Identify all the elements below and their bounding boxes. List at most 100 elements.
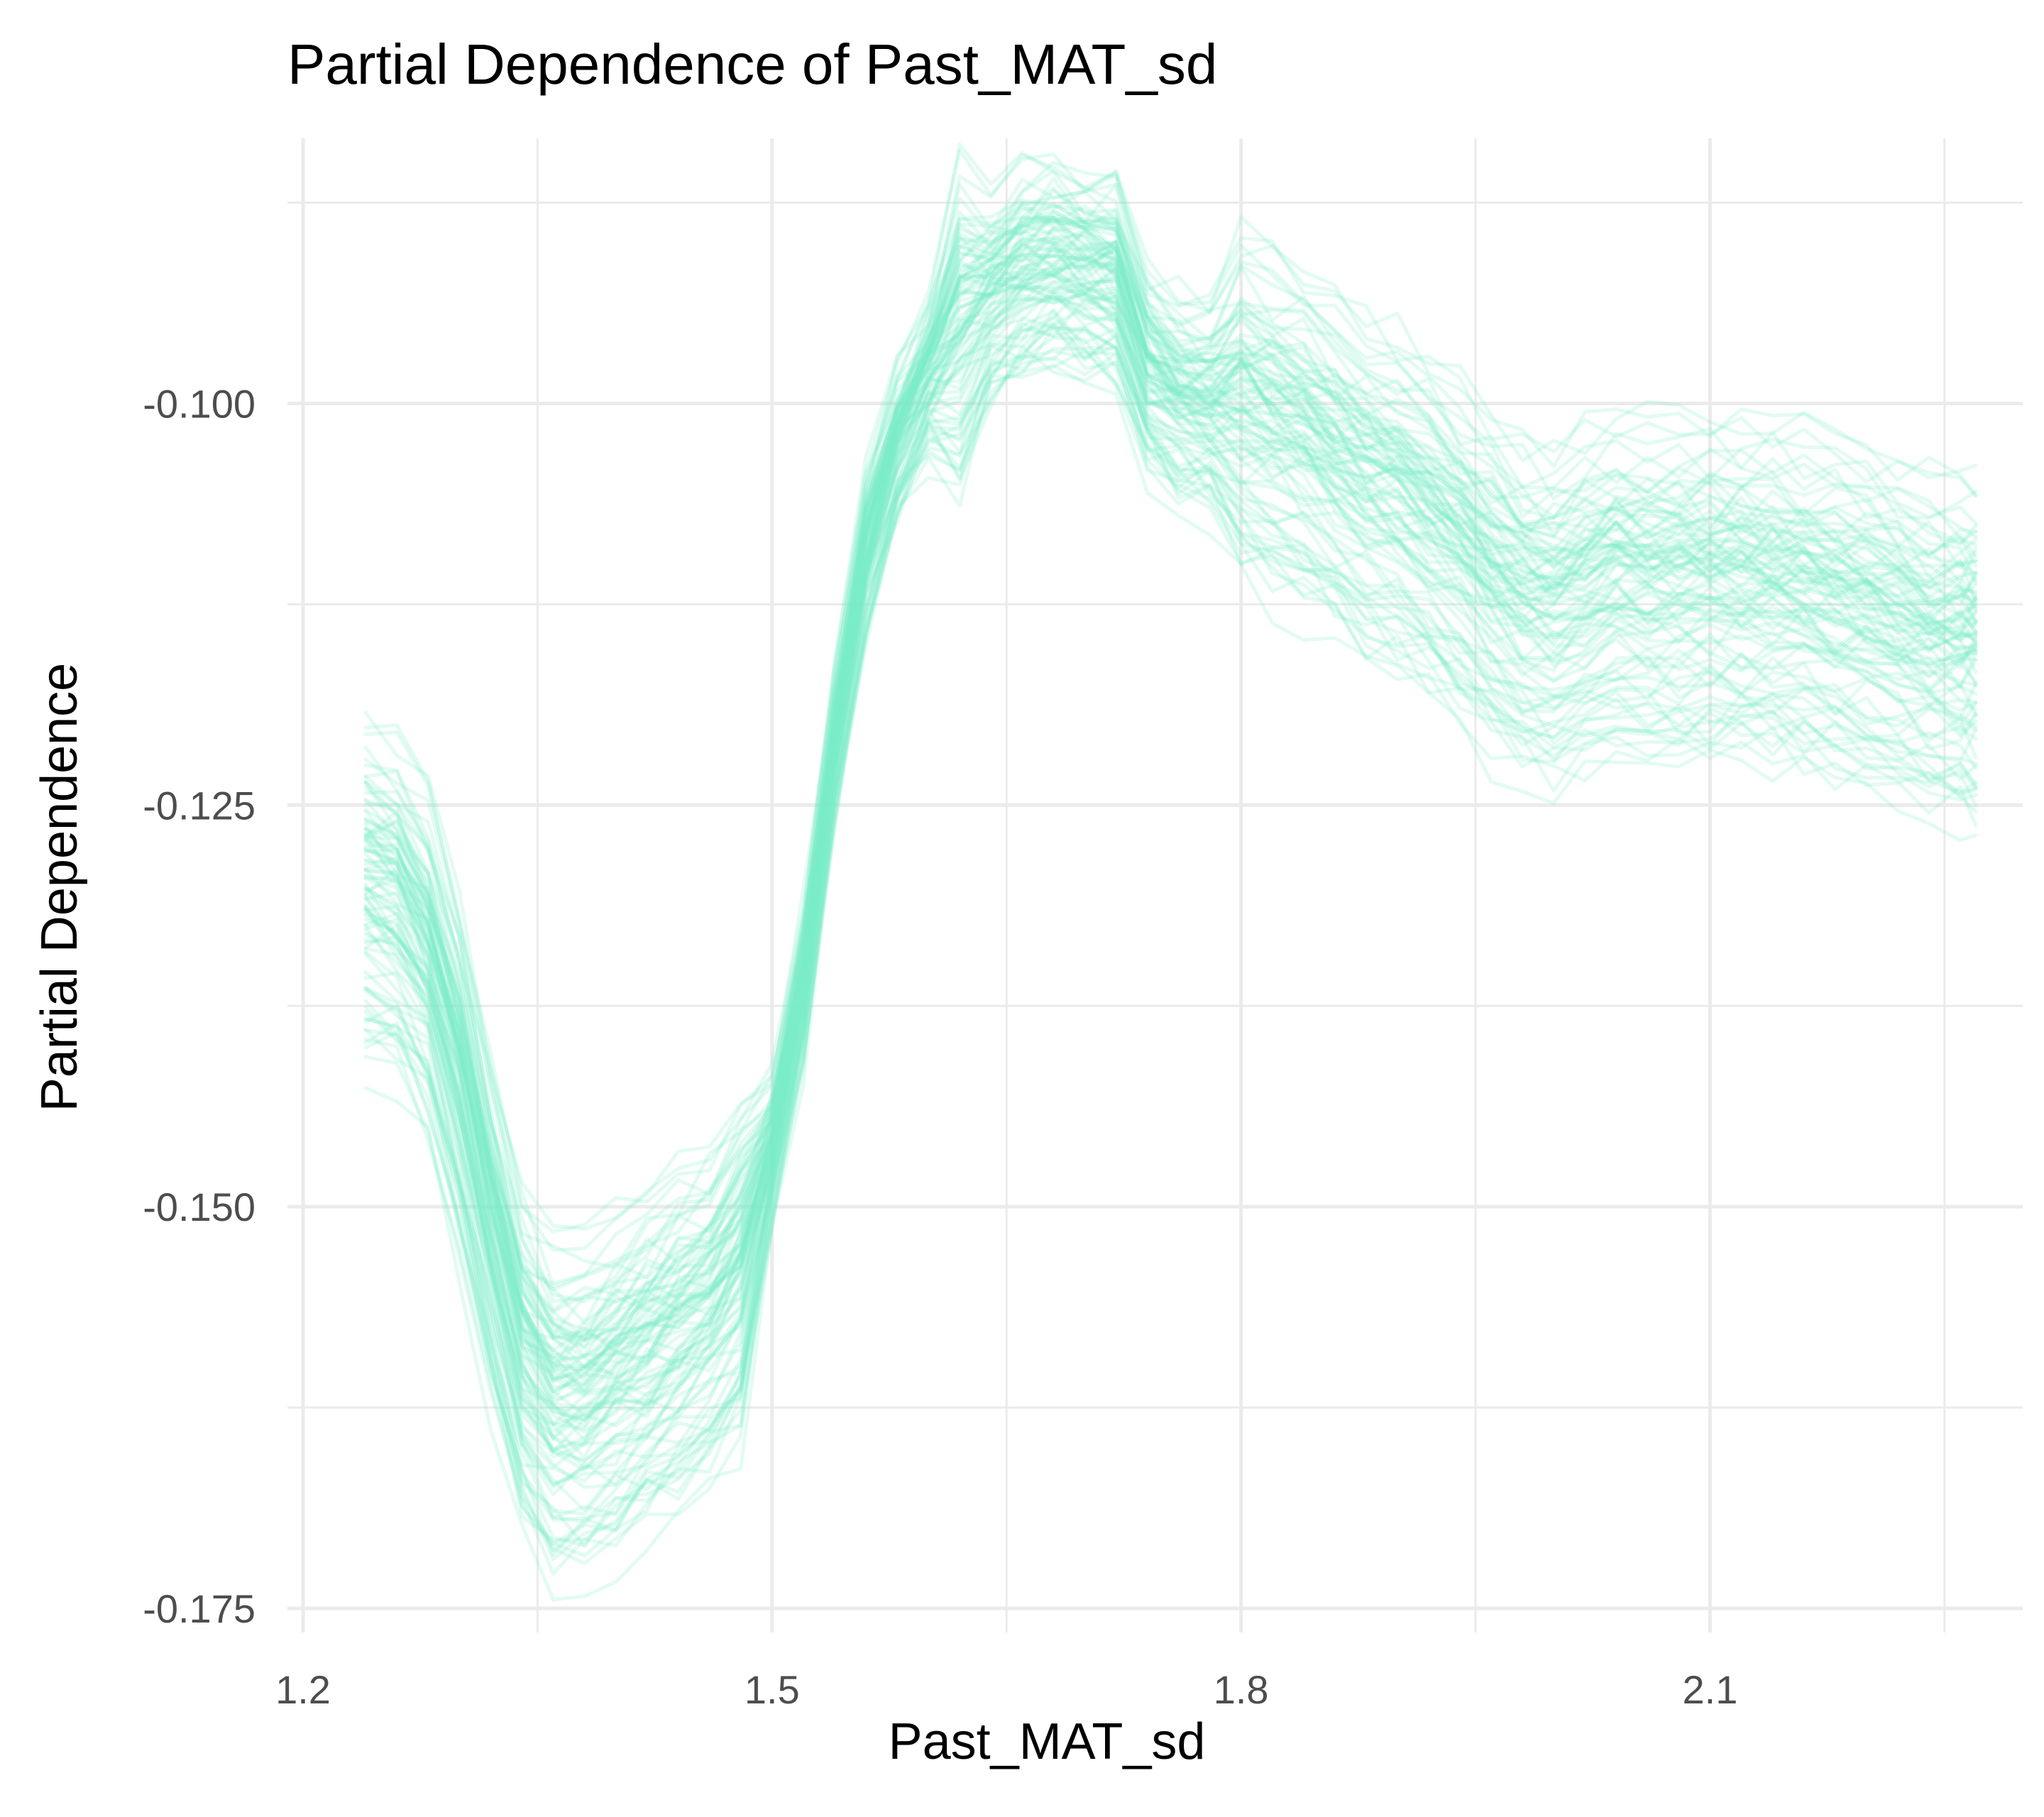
ice-curve-39	[363, 279, 1978, 1454]
ice-curve-49	[363, 172, 1978, 1288]
ice-curve-94	[363, 225, 1978, 1382]
y-tick-label-3: -0.100	[143, 381, 256, 426]
ice-curve-90	[363, 201, 1978, 1314]
ice-curve-12	[363, 182, 1978, 1304]
ice-curve-67	[363, 334, 1978, 1548]
ice-curve-55	[363, 190, 1978, 1325]
ice-curve-59	[363, 169, 1978, 1292]
ice-curve-88	[363, 216, 1978, 1357]
ice-curve-66	[363, 270, 1978, 1422]
grid-major-lines	[287, 138, 2023, 1632]
ice-curve-1	[363, 274, 1978, 1459]
ice-curve-78	[363, 295, 1978, 1463]
ice-curve-58	[363, 292, 1978, 1469]
ice-curve-14	[363, 230, 1978, 1380]
ice-curve-70	[363, 253, 1978, 1374]
ice-curve-77	[363, 292, 1978, 1453]
ice-curve-92	[363, 215, 1978, 1354]
ice-curve-24	[363, 264, 1978, 1441]
ice-curve-15	[363, 271, 1978, 1428]
ice-curve-99	[363, 291, 1978, 1490]
ice-curve-11	[363, 226, 1978, 1372]
ice-curve-56	[363, 285, 1978, 1440]
x-tick-label-0: 1.2	[275, 1667, 331, 1712]
x-tick-label-3: 2.1	[1683, 1667, 1738, 1712]
ice-curve-4	[363, 322, 1978, 1520]
ice-curves	[363, 142, 1978, 1602]
ice-curve-48	[363, 215, 1978, 1341]
ice-curve-13	[363, 239, 1978, 1389]
ice-curve-26	[363, 292, 1978, 1470]
ice-curve-44	[363, 236, 1978, 1393]
ice-curve-19	[363, 237, 1978, 1368]
ice-curve-57	[363, 276, 1978, 1459]
ice-curve-61	[363, 326, 1978, 1513]
ice-curve-85	[363, 264, 1978, 1442]
ice-curve-79	[363, 346, 1978, 1557]
x-axis-label: Past_MAT_sd	[889, 1713, 1206, 1770]
ice-curve-75	[363, 256, 1978, 1426]
ice-curve-51	[363, 295, 1978, 1463]
x-tick-label-1: 1.5	[744, 1667, 800, 1712]
ice-curve-83	[363, 153, 1978, 1234]
ice-curve-95	[363, 160, 1978, 1270]
ice-curve-69	[363, 243, 1978, 1422]
ice-curve-80	[363, 239, 1978, 1387]
ice-curve-25	[363, 218, 1978, 1359]
ice-curve-72	[363, 212, 1978, 1339]
ice-curve-22	[363, 281, 1978, 1429]
ice-curve-74	[363, 307, 1978, 1516]
ice-curve-86	[363, 244, 1978, 1405]
grid-minor-lines	[287, 138, 2023, 1632]
ice-curve-76	[363, 226, 1978, 1400]
ice-curve-34	[363, 209, 1978, 1339]
ice-curve-82	[363, 200, 1978, 1340]
ice-curve-53	[363, 229, 1978, 1394]
ice-curve-5	[363, 204, 1978, 1341]
ice-curve-87	[363, 243, 1978, 1370]
ice-curve-91	[363, 223, 1978, 1359]
ice-curve-84	[363, 188, 1978, 1337]
ice-curve-35	[363, 253, 1978, 1395]
ice-curve-31	[363, 246, 1978, 1394]
ice-curve-97	[363, 345, 1978, 1576]
ice-curve-2	[363, 316, 1978, 1486]
ice-curve-9	[363, 204, 1978, 1349]
ice-curve-6	[363, 228, 1978, 1368]
y-axis-label: Partial Dependence	[31, 663, 88, 1111]
ice-curve-73	[363, 280, 1978, 1448]
ice-curve-16	[363, 219, 1978, 1374]
y-tick-label-0: -0.175	[143, 1586, 256, 1631]
ice-curve-30	[363, 274, 1978, 1434]
y-tick-label-1: -0.150	[143, 1185, 256, 1229]
ice-curve-46	[363, 240, 1978, 1379]
x-axis-ticks: 1.2 1.5 1.8 2.1	[275, 1667, 1737, 1712]
ice-curve-47	[363, 273, 1978, 1472]
ice-curve-40	[363, 217, 1978, 1331]
ice-curve-38	[363, 323, 1978, 1561]
ice-curve-54	[363, 246, 1978, 1382]
ice-curve-62	[363, 253, 1978, 1417]
ice-curve-20	[363, 239, 1978, 1410]
ice-curve-36	[363, 176, 1978, 1312]
ice-curve-33	[363, 215, 1978, 1343]
ice-curve-27	[363, 237, 1978, 1384]
ice-curve-89	[363, 186, 1978, 1285]
ice-curve-68	[363, 142, 1978, 1252]
ice-curve-45	[363, 352, 1978, 1547]
ice-curve-93	[363, 326, 1978, 1558]
ice-curve-42	[363, 242, 1978, 1394]
x-tick-label-2: 1.8	[1214, 1667, 1269, 1712]
y-axis-ticks: -0.175 -0.150 -0.125 -0.100	[143, 381, 256, 1631]
ice-curve-21	[363, 234, 1978, 1382]
ice-curve-65	[363, 306, 1978, 1524]
ice-curve-0	[363, 239, 1978, 1364]
ice-curve-18	[363, 246, 1978, 1398]
ice-curve-81	[363, 326, 1978, 1547]
ice-curve-37	[363, 288, 1978, 1497]
ice-curve-23	[363, 247, 1978, 1420]
ice-curve-96	[363, 182, 1978, 1303]
ice-curve-3	[363, 216, 1978, 1350]
